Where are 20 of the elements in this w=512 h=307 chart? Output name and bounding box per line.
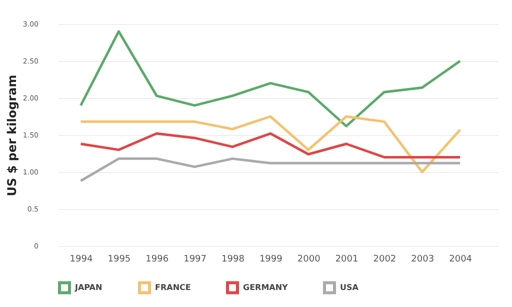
x-tick-label: 1994	[70, 254, 93, 264]
x-tick-label: 1997	[184, 254, 207, 264]
line-series	[80, 115, 462, 174]
x-tick-label: 1995	[108, 254, 131, 264]
legend-label: JAPAN	[74, 282, 102, 292]
legend-label: GERMANY	[243, 282, 288, 292]
x-tick-label: 2001	[335, 254, 358, 264]
line-series	[80, 157, 462, 182]
x-tick-label: 2002	[373, 254, 396, 264]
x-tick-label: 1998	[222, 254, 245, 264]
x-tick-label: 2003	[411, 254, 434, 264]
x-tick-label: 2000	[297, 254, 321, 264]
x-tick-label: 1999	[259, 254, 283, 264]
x-tick-label: 1996	[146, 254, 169, 264]
legend-label: USA	[340, 282, 360, 292]
y-axis-title: US $ per kilogram	[4, 74, 19, 196]
line-series	[80, 132, 462, 158]
legend-label: FRANCE	[155, 282, 191, 292]
x-tick-label: 2004	[449, 254, 472, 264]
line-series	[80, 30, 462, 128]
